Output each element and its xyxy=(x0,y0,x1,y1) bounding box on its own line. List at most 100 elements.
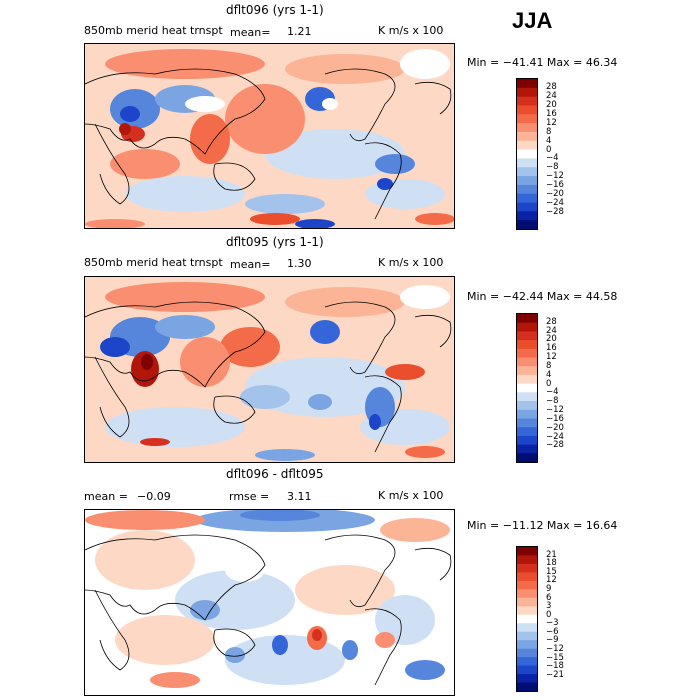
panel-1-title: dflt096 (yrs 1-1) xyxy=(226,3,324,17)
colorbar-swatch xyxy=(517,123,537,133)
colorbar-swatch xyxy=(517,193,537,204)
colorbar-swatch xyxy=(517,357,537,367)
colorbar-swatch xyxy=(517,665,537,675)
colorbar-swatch xyxy=(517,401,537,411)
panel-1-units: K m/s x 100 xyxy=(378,24,444,37)
panel-2-map xyxy=(84,276,455,463)
colorbar-swatch xyxy=(517,418,537,428)
colorbar-swatch xyxy=(517,674,537,684)
colorbar-swatch xyxy=(517,580,537,590)
colorbar-swatch xyxy=(517,96,537,106)
colorbar-tick-label: 0 xyxy=(546,144,552,155)
season-label: JJA xyxy=(512,8,553,33)
colorbar-swatch xyxy=(517,167,537,177)
colorbar-tick-label: 24 xyxy=(546,90,557,101)
panel-2-field-label: 850mb merid heat trnspt xyxy=(84,256,223,269)
colorbar-swatch xyxy=(517,589,537,599)
colorbar-tick-label: −24 xyxy=(546,431,564,442)
colorbar-tick-label: −24 xyxy=(546,197,564,208)
colorbar-swatch xyxy=(517,631,537,641)
panel-2-title: dflt095 (yrs 1-1) xyxy=(226,235,324,249)
colorbar-tick-label: 9 xyxy=(546,583,552,594)
colorbar-tick-label: 12 xyxy=(546,575,557,586)
panel-1-field-label: 850mb merid heat trnspt xyxy=(84,24,223,37)
colorbar-swatch xyxy=(517,614,537,624)
colorbar-tick-label: −4 xyxy=(546,387,559,398)
colorbar-swatch xyxy=(517,657,537,667)
colorbar-swatch xyxy=(517,87,537,98)
colorbar-swatch xyxy=(517,547,537,556)
colorbar-tick-label: −16 xyxy=(546,413,564,424)
colorbar-swatch xyxy=(517,453,537,462)
colorbar-swatch xyxy=(517,572,537,582)
panel-1-mean-label: mean= xyxy=(230,26,271,39)
panel-2-mean-label: mean= xyxy=(230,258,271,271)
panel-1-field xyxy=(85,44,454,228)
panel-3-rmse-label: rmse = xyxy=(229,490,270,503)
colorbar-swatch xyxy=(517,149,537,159)
colorbar-tick-label: 20 xyxy=(546,99,557,110)
colorbar-swatch xyxy=(517,623,537,633)
colorbar-tick-label: 20 xyxy=(546,334,557,345)
colorbar-swatch xyxy=(517,79,537,89)
panel-3-min-max: Min = −11.12 Max = 16.64 xyxy=(467,519,618,532)
colorbar-tick-label: 18 xyxy=(546,557,557,568)
colorbar-tick-label: −20 xyxy=(546,188,564,199)
colorbar-swatch xyxy=(517,140,537,151)
colorbar-tick-label: 4 xyxy=(546,369,552,380)
colorbar-tick-label: −6 xyxy=(546,626,559,637)
colorbar-swatch xyxy=(517,444,537,454)
colorbar-swatch xyxy=(517,331,537,341)
colorbar-swatch xyxy=(517,314,537,324)
colorbar-tick-label: −8 xyxy=(546,162,559,173)
colorbar-tick-label: −9 xyxy=(546,635,559,646)
colorbar-swatch xyxy=(517,322,537,332)
colorbar-tick-label: 6 xyxy=(546,592,552,603)
colorbar-tick-label: −3 xyxy=(546,618,559,629)
colorbar-swatch xyxy=(517,392,537,402)
panel-3-title: dflt096 - dflt095 xyxy=(226,467,324,481)
colorbar-swatch xyxy=(517,131,537,142)
colorbar-tick-label: −16 xyxy=(546,180,564,191)
panel-3-mean-label: mean = xyxy=(84,490,128,503)
panel-2-colorbar-swatches xyxy=(517,314,537,462)
panel-1-colorbar xyxy=(516,78,538,230)
colorbar-tick-label: 0 xyxy=(546,609,552,620)
colorbar-swatch xyxy=(517,682,537,691)
colorbar-swatch xyxy=(517,383,537,393)
colorbar-tick-label: −12 xyxy=(546,404,564,415)
panel-1-min-max: Min = −41.41 Max = 46.34 xyxy=(467,56,618,69)
colorbar-swatch xyxy=(517,563,537,573)
colorbar-swatch xyxy=(517,340,537,350)
colorbar-swatch xyxy=(517,176,537,186)
colorbar-swatch xyxy=(517,374,537,385)
colorbar-tick-label: −15 xyxy=(546,652,564,663)
colorbar-tick-label: −21 xyxy=(546,669,564,680)
colorbar-swatch xyxy=(517,348,537,359)
colorbar-swatch xyxy=(517,555,537,565)
panel-1-colorbar-swatches xyxy=(517,79,537,229)
colorbar-tick-label: 21 xyxy=(546,549,557,560)
panel-2-min-max: Min = −42.44 Max = 44.58 xyxy=(467,290,618,303)
panel-3-colorbar xyxy=(516,546,538,692)
panel-3-colorbar-swatches xyxy=(517,547,537,691)
colorbar-swatch xyxy=(517,184,537,195)
colorbar-swatch xyxy=(517,648,537,658)
panel-2-mean-value: 1.30 xyxy=(287,257,312,270)
colorbar-swatch xyxy=(517,220,537,229)
colorbar-tick-label: −18 xyxy=(546,660,564,671)
colorbar-tick-label: 4 xyxy=(546,135,552,146)
panel-1-map xyxy=(84,43,455,229)
panel-3-rmse-value: 3.11 xyxy=(287,490,312,503)
panel-2-colorbar xyxy=(516,313,538,463)
colorbar-tick-label: 16 xyxy=(546,343,557,354)
colorbar-tick-label: 24 xyxy=(546,325,557,336)
colorbar-tick-label: 28 xyxy=(546,316,557,327)
colorbar-tick-label: 16 xyxy=(546,108,557,119)
colorbar-tick-label: −28 xyxy=(546,206,564,217)
colorbar-swatch xyxy=(517,435,537,446)
colorbar-swatch xyxy=(517,366,537,376)
colorbar-swatch xyxy=(517,211,537,221)
colorbar-tick-label: −12 xyxy=(546,171,564,182)
colorbar-tick-label: −20 xyxy=(546,422,564,433)
